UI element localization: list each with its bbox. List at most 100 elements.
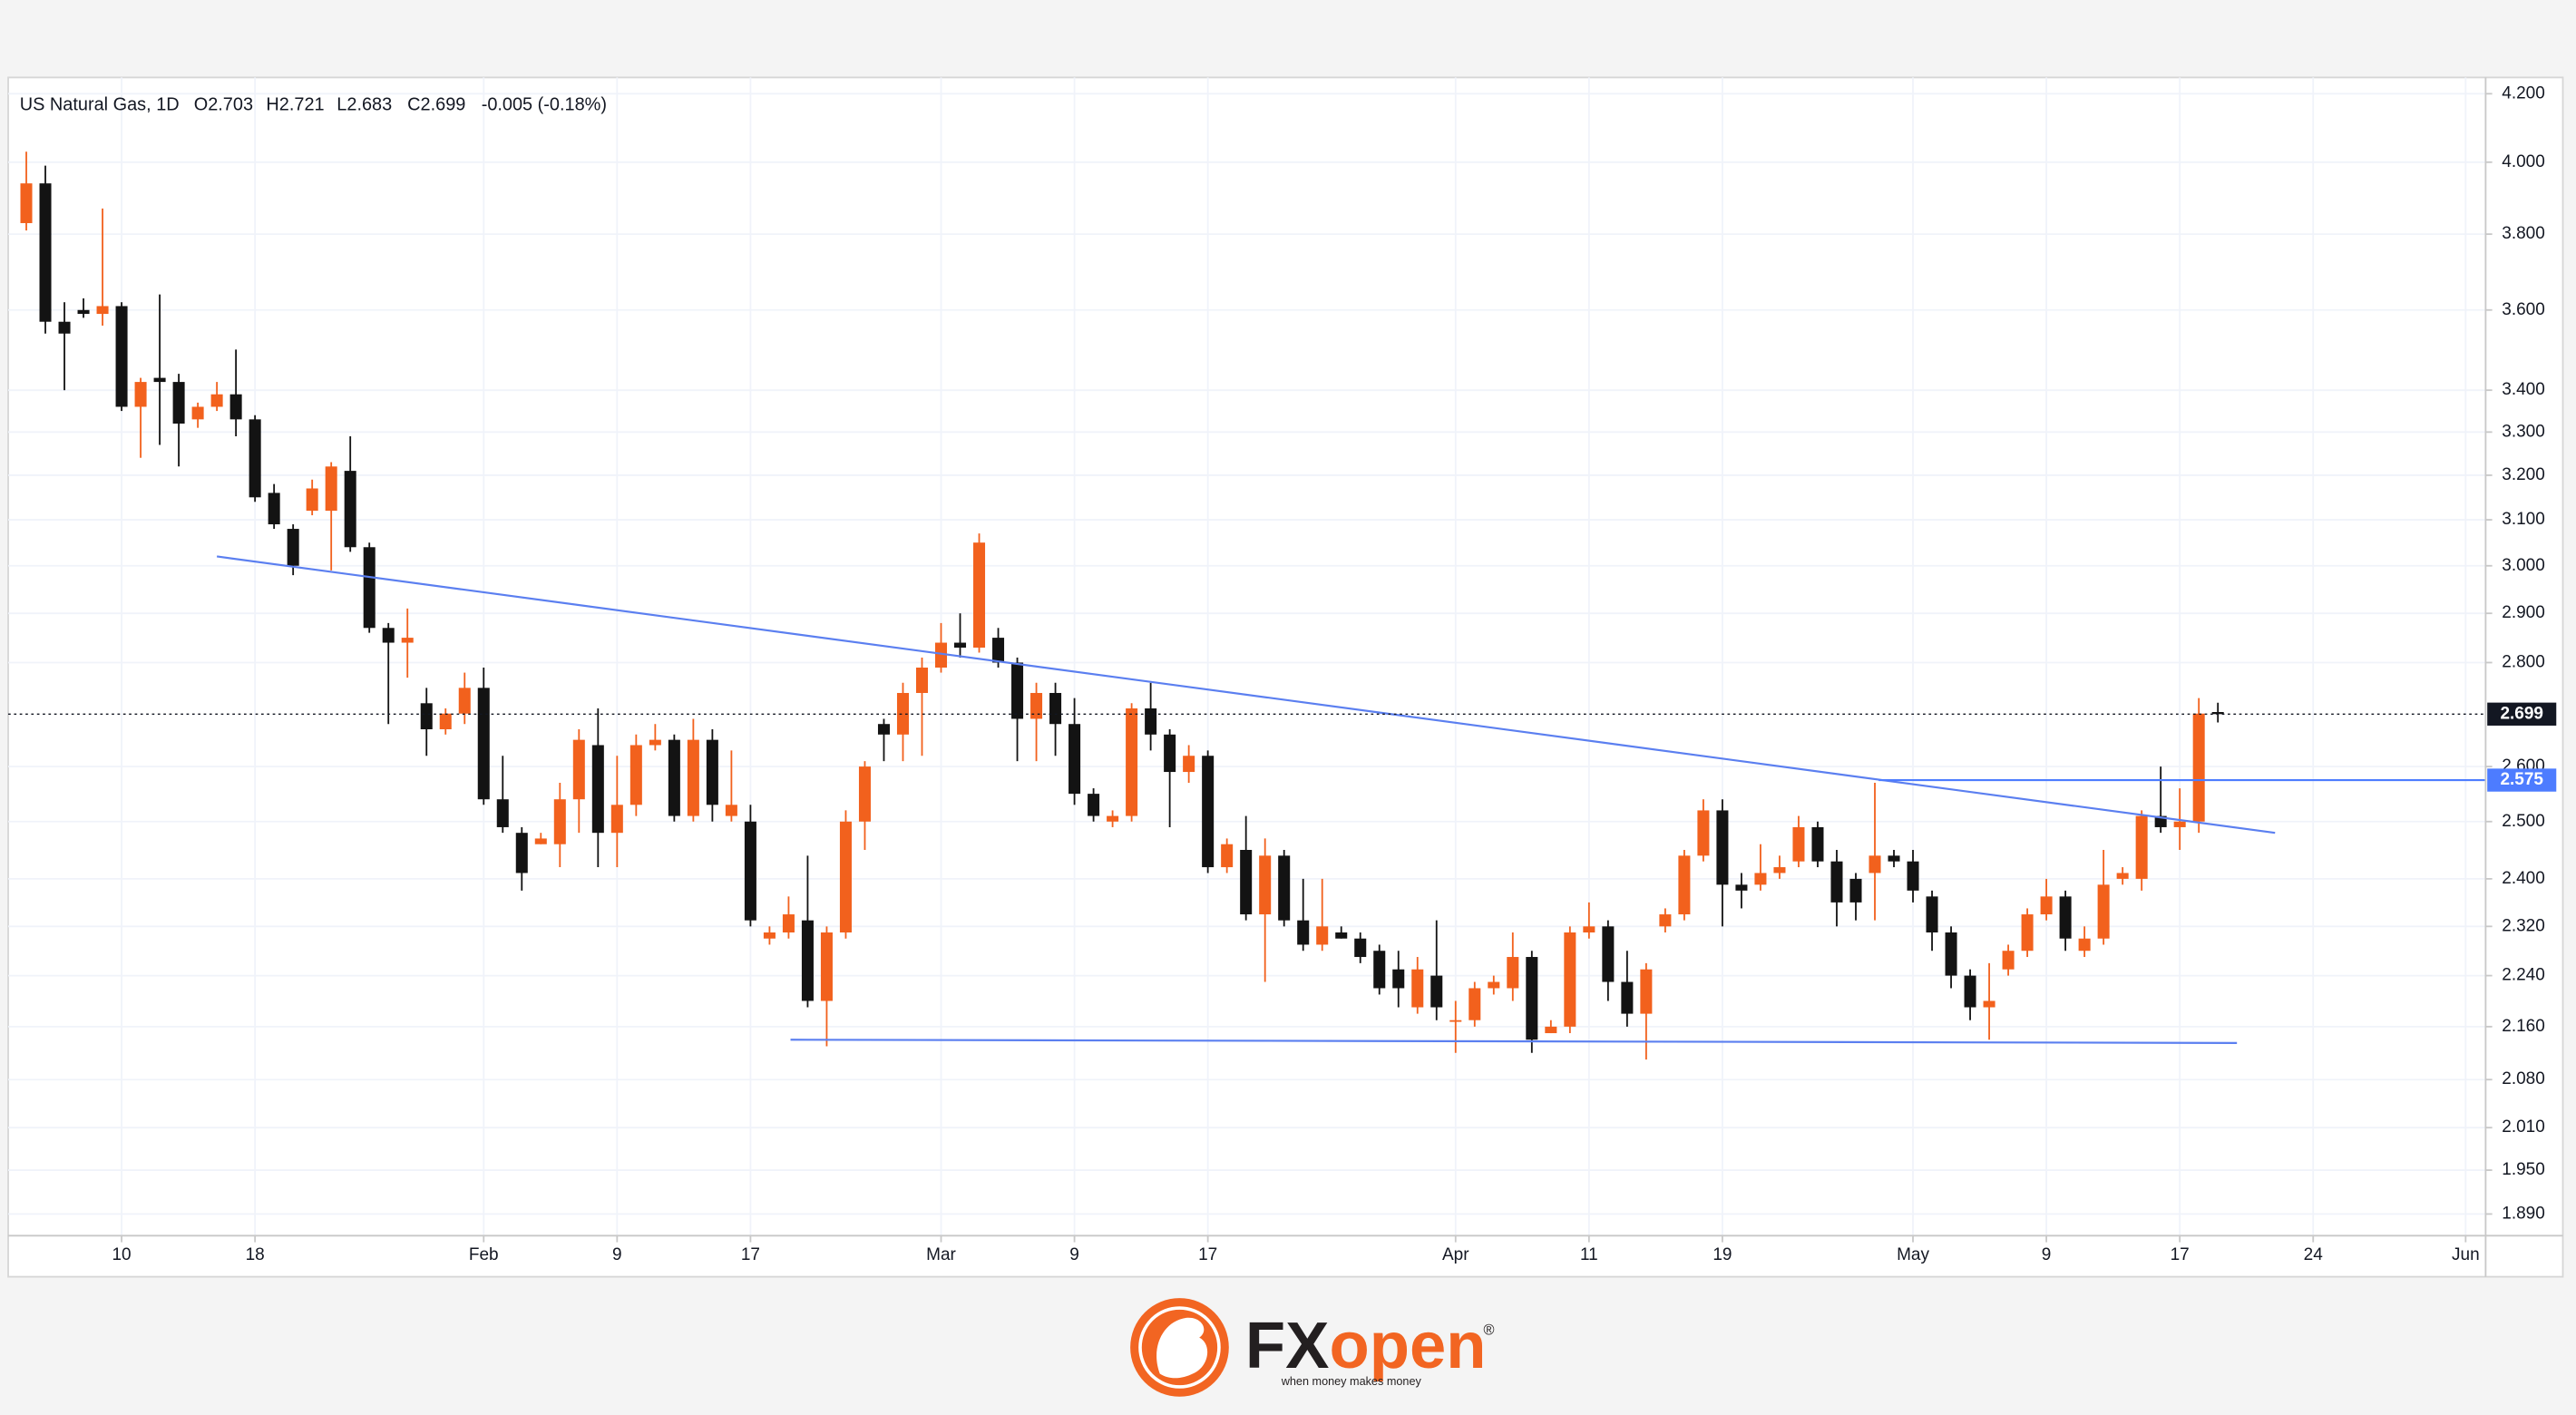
y-tick-label: 2.320 xyxy=(2502,916,2545,935)
candle-body xyxy=(1697,810,1710,856)
y-tick-label: 3.300 xyxy=(2502,422,2545,441)
candle-body xyxy=(1678,855,1691,915)
x-tick-label: Mar xyxy=(926,1245,956,1264)
logo: FXopen ® when money makes money xyxy=(1130,1298,1495,1397)
x-tick-label: 24 xyxy=(2304,1245,2324,1264)
x-tick-label: 9 xyxy=(2042,1245,2052,1264)
candle-body xyxy=(1335,932,1348,939)
chart-panel xyxy=(7,76,2564,1278)
trend-line xyxy=(790,1039,2238,1044)
candle-body xyxy=(1354,938,1367,958)
x-tick-label: 9 xyxy=(1069,1245,1079,1264)
candle-body xyxy=(1011,662,1024,719)
y-tick-label: 3.400 xyxy=(2502,380,2545,399)
logo-registered: ® xyxy=(1484,1322,1495,1339)
candle-body xyxy=(1545,1026,1557,1034)
candle-body xyxy=(344,471,356,548)
y-tick-label: 1.950 xyxy=(2502,1160,2545,1179)
candle-body xyxy=(934,642,948,668)
candle-body xyxy=(1068,724,1081,795)
candle-body xyxy=(2192,713,2205,822)
candle-body xyxy=(1430,975,1443,1008)
candle-body xyxy=(172,382,185,424)
candle-body xyxy=(1926,896,1938,933)
candle-body xyxy=(77,309,90,315)
candle-body xyxy=(1640,969,1653,1014)
candle-body xyxy=(1411,969,1424,1008)
candle-body xyxy=(629,745,642,805)
candle-body xyxy=(1621,981,1634,1014)
candle-body xyxy=(2211,712,2224,715)
candle-body xyxy=(1316,926,1329,945)
candle-body xyxy=(287,529,299,566)
candle-body xyxy=(858,766,871,822)
candle-body xyxy=(1526,957,1538,1040)
last-price-box xyxy=(2487,702,2557,726)
candle-body xyxy=(39,183,52,322)
candle-body xyxy=(744,821,756,921)
candle-body xyxy=(725,805,737,816)
axes: 4.200 4.000 3.800 3.600 3.400 3.300 3.200 3.100… xyxy=(112,83,2557,1264)
candle-body xyxy=(1773,867,1786,873)
header: US Natural Gas, 1D O2.703 H2.721 L2.683 … xyxy=(20,94,607,114)
candle-body xyxy=(249,419,261,498)
x-tick-label: 18 xyxy=(246,1245,265,1264)
candle-body xyxy=(896,692,909,735)
candle-body xyxy=(572,739,585,800)
candle-body xyxy=(553,799,566,844)
x-tick-label: May xyxy=(1897,1245,1929,1264)
x-tick-label: Apr xyxy=(1442,1245,1469,1264)
logo-brand-open: open xyxy=(1329,1309,1486,1382)
candle-body xyxy=(1049,692,1062,725)
y-tick-label: 3.000 xyxy=(2502,556,2545,575)
candle-body xyxy=(1164,734,1176,773)
candle-body xyxy=(2097,884,2110,939)
candle-body xyxy=(877,724,890,735)
candle-body xyxy=(134,382,147,407)
candle-body xyxy=(306,488,318,512)
candle-body xyxy=(1107,815,1119,822)
candle-body xyxy=(839,821,852,933)
candle-body xyxy=(210,394,223,407)
header-open: O2.703 xyxy=(194,94,253,114)
candle-body xyxy=(1849,878,1862,903)
candle-body xyxy=(1221,844,1234,868)
candle-body xyxy=(706,739,718,805)
y-tick-label: 3.100 xyxy=(2502,510,2545,529)
candle-body xyxy=(96,306,109,315)
candle-body xyxy=(2021,914,2034,951)
candle-body xyxy=(1888,855,1900,862)
header-high: H2.721 xyxy=(266,94,324,114)
candle-body xyxy=(820,932,833,1001)
candle-body xyxy=(1869,855,1881,873)
candle-body xyxy=(1392,969,1405,989)
logo-emblem-ring xyxy=(1138,1306,1221,1389)
y-tick-label: 4.200 xyxy=(2502,83,2545,102)
candle-body xyxy=(782,914,795,933)
candle-body xyxy=(1792,826,1805,862)
candle-body xyxy=(401,638,414,643)
candle-body xyxy=(1564,932,1576,1027)
y-tick-label: 2.800 xyxy=(2502,652,2545,671)
y-tick-label: 2.500 xyxy=(2502,812,2545,831)
candle-body xyxy=(1507,957,1519,989)
logo-tagline: when money makes money xyxy=(1281,1375,1422,1388)
candle-body xyxy=(268,493,280,525)
candle-body xyxy=(20,183,33,223)
candle-body xyxy=(1811,826,1824,862)
y-tick-label: 3.600 xyxy=(2502,300,2545,319)
candle-body xyxy=(1373,951,1386,989)
candle-body xyxy=(458,688,471,714)
header-change: -0.005 (-0.18%) xyxy=(482,94,607,114)
y-tick-label: 4.000 xyxy=(2502,152,2545,171)
candle-body xyxy=(591,745,604,834)
y-tick-label: 2.080 xyxy=(2502,1069,2545,1088)
candle-body xyxy=(1945,932,1957,976)
candle-body xyxy=(992,638,1005,663)
candle-body xyxy=(325,466,337,512)
candle-body xyxy=(191,406,204,420)
candle-body xyxy=(2040,896,2053,915)
candle-body xyxy=(1126,708,1138,816)
candle-body xyxy=(439,713,452,730)
